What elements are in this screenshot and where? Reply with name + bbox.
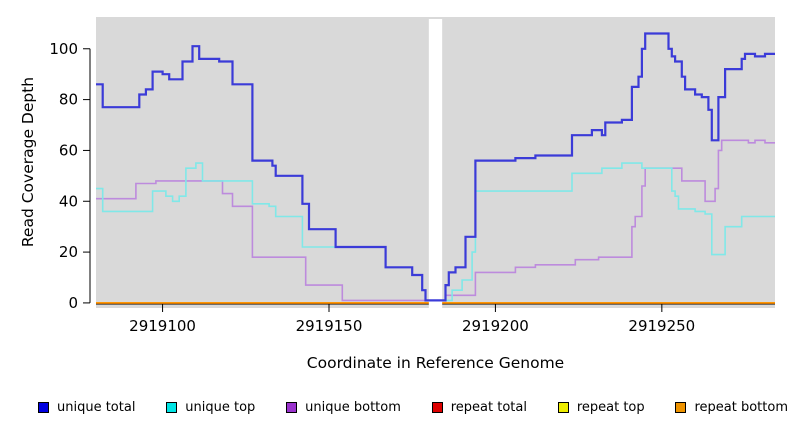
- legend-swatch-icon: [557, 401, 569, 413]
- y-tick-label: 0: [68, 294, 78, 312]
- x-tick-label: 2919150: [296, 317, 363, 335]
- legend-item-unique-total: unique total: [38, 400, 135, 415]
- legend-label: unique bottom: [305, 399, 401, 415]
- x-axis-title: Coordinate in Reference Genome: [306, 354, 565, 372]
- legend-swatch-icon: [675, 401, 687, 413]
- y-tick-label: 80: [59, 91, 78, 109]
- legend: unique total unique top unique bottom repea…: [38, 398, 788, 416]
- legend-swatch-icon: [286, 401, 298, 413]
- series-line-unique-total: [96, 32, 775, 302]
- legend-item-unique-bottom: unique bottom: [286, 400, 401, 415]
- x-tick-label: 2919100: [129, 317, 196, 335]
- y-tick-label: 100: [49, 40, 78, 58]
- series-line-unique-bottom: [96, 139, 775, 302]
- legend-label: repeat bottom: [694, 399, 788, 415]
- legend-item-unique-top: unique top: [166, 400, 255, 415]
- legend-label: unique top: [185, 399, 256, 415]
- legend-item-repeat-top: repeat top: [557, 399, 645, 415]
- x-tick-label: 2919250: [628, 317, 695, 335]
- legend-swatch-icon: [166, 401, 178, 413]
- legend-label: repeat top: [576, 399, 645, 415]
- y-tick-label: 20: [59, 243, 78, 261]
- y-axis-title: Read Coverage Depth: [19, 76, 37, 248]
- legend-label: repeat total: [450, 399, 527, 415]
- masked-region-band: [428, 19, 443, 308]
- legend-item-repeat-total: repeat total: [431, 399, 527, 415]
- legend-swatch-icon: [38, 401, 49, 413]
- y-tick-label: 40: [59, 192, 78, 210]
- x-tick-label: 2919200: [462, 317, 529, 335]
- legend-swatch-icon: [431, 401, 443, 413]
- legend-label: unique total: [57, 399, 136, 415]
- legend-item-repeat-bottom: repeat bottom: [675, 400, 788, 415]
- y-tick-label: 60: [59, 141, 78, 159]
